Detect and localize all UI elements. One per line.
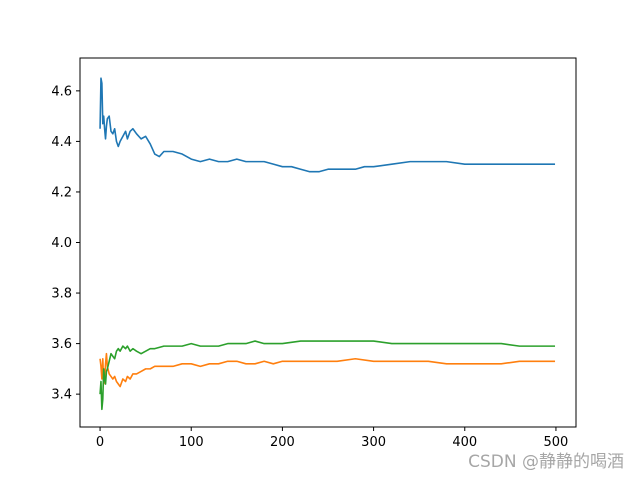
- x-tick-label: 500: [544, 435, 569, 450]
- y-tick-label: 4.6: [51, 84, 72, 99]
- series-line-2: [99, 352, 556, 388]
- y-tick-label: 4.2: [51, 185, 72, 200]
- x-tick-label: 300: [361, 435, 386, 450]
- plot-frame: [79, 57, 577, 428]
- y-tick-label: 3.8: [51, 287, 72, 302]
- watermark-text: CSDN @静静的喝酒: [468, 452, 624, 472]
- y-tick-label: 3.6: [51, 337, 72, 352]
- x-axis: 0 100 200 300 400 500: [96, 427, 568, 450]
- x-tick-label: 200: [270, 435, 295, 450]
- x-tick-label: 100: [179, 435, 204, 450]
- series-line-3: [99, 340, 556, 411]
- y-tick-label: 4.4: [51, 135, 72, 150]
- y-tick-label: 4.0: [51, 236, 72, 251]
- y-tick-label: 3.4: [51, 388, 72, 403]
- plot-lines: [99, 77, 556, 411]
- x-tick-label: 400: [452, 435, 477, 450]
- x-tick-label: 0: [96, 435, 104, 450]
- series-line-1: [99, 77, 556, 173]
- y-axis: 3.4 3.6 3.8 4.0 4.2 4.4 4.6: [51, 84, 80, 403]
